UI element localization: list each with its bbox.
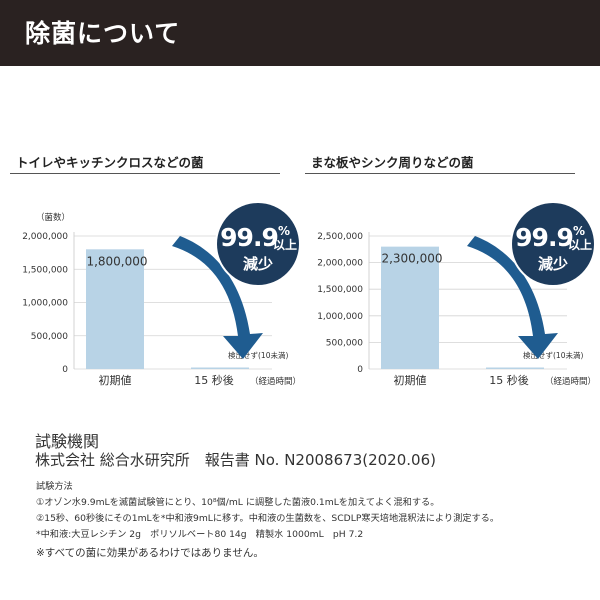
badge-word: 減少 bbox=[538, 255, 568, 273]
y-tick-label: 500,000 bbox=[326, 338, 363, 348]
y-tick-label: 500,000 bbox=[31, 332, 68, 342]
page-title: 除菌について bbox=[25, 19, 181, 48]
bar bbox=[191, 367, 249, 369]
y-tick-label: 2,000,000 bbox=[22, 232, 68, 242]
badge-suffix: 以上 bbox=[273, 237, 297, 252]
bar-value-label: 1,800,000 bbox=[86, 254, 147, 268]
x-category-label: 15 秒後 bbox=[194, 373, 234, 387]
bar bbox=[381, 246, 439, 369]
y-unit-label: （菌数） bbox=[36, 212, 70, 223]
y-tick-label: 1,000,000 bbox=[317, 312, 363, 322]
x-axis-note: （経過時間） bbox=[545, 376, 596, 387]
bar bbox=[486, 367, 544, 369]
x-category-label: 初期値 bbox=[99, 373, 132, 387]
lab-title: 試験機関 bbox=[35, 432, 100, 451]
chart-heading: まな板やシンク周りなどの菌 bbox=[305, 150, 575, 174]
header-bar: 除菌について bbox=[0, 0, 600, 66]
chart-heading: トイレやキッチンクロスなどの菌 bbox=[10, 150, 280, 174]
method-line-2: ②15秒、60秒後にその1mLを*中和液9mLに移す。中和液の生菌数を、SCDL… bbox=[36, 513, 500, 524]
bar-value-label: 2,300,000 bbox=[381, 252, 442, 266]
bar bbox=[86, 249, 144, 369]
method-title: 試験方法 bbox=[36, 481, 73, 492]
not-detected-label: 検出せず(10未満) bbox=[228, 350, 288, 360]
badge-percent: % bbox=[278, 224, 290, 238]
chart-panel-cloth: トイレやキッチンクロスなどの菌 （菌数） 2,000,000 1,500,000 1,… bbox=[10, 150, 301, 400]
y-tick-label: 1,500,000 bbox=[22, 265, 68, 275]
method-line-3: *中和液:大豆レシチン 2g ポリソルベート80 14g 精製水 1000mL … bbox=[36, 529, 364, 540]
y-tick-label: 1,000,000 bbox=[22, 299, 68, 309]
y-tick-label: 2,500,000 bbox=[317, 232, 363, 242]
method-section: 試験方法 ①オゾン水9.9mLを滅菌試験管にとり、10⁸個/mL に調整した菌液… bbox=[36, 479, 586, 543]
badge-percent: % bbox=[573, 224, 585, 238]
bar-chart-cloth: （菌数） 2,000,000 1,500,000 1,000,000 500,000 0 1… bbox=[22, 201, 301, 387]
y-tick-label: 2,000,000 bbox=[317, 259, 363, 269]
badge-number: 99.9 bbox=[515, 223, 573, 252]
x-category-label: 15 秒後 bbox=[489, 373, 529, 387]
curved-arrow bbox=[172, 236, 263, 359]
chart-title: トイレやキッチンクロスなどの菌 bbox=[16, 155, 204, 170]
reduction-badge bbox=[512, 203, 594, 285]
bar-chart-board: 2,500,000 2,000,000 1,500,000 1,000,000 500,… bbox=[317, 201, 596, 387]
x-axis-note: （経過時間） bbox=[250, 376, 301, 387]
badge-number: 99.9 bbox=[220, 223, 278, 252]
badge-word: 減少 bbox=[243, 255, 273, 273]
disclaimer-footnote: ※すべての菌に効果があるわけではありません。 bbox=[36, 547, 264, 559]
method-line-1: ①オゾン水9.9mLを滅菌試験管にとり、10⁸個/mL に調整した菌液0.1mL… bbox=[36, 497, 440, 508]
chart-panel-board: まな板やシンク周りなどの菌 2,500,000 2,000,000 1,500,00… bbox=[305, 150, 596, 400]
y-tick-label: 1,500,000 bbox=[317, 285, 363, 295]
curved-arrow bbox=[467, 236, 558, 359]
x-category-label: 初期値 bbox=[394, 373, 427, 387]
badge-suffix: 以上 bbox=[568, 237, 592, 252]
y-tick-label: 0 bbox=[62, 365, 68, 375]
y-tick-label: 0 bbox=[357, 365, 363, 375]
chart-title: まな板やシンク周りなどの菌 bbox=[311, 155, 474, 170]
not-detected-label: 検出せず(10未満) bbox=[523, 350, 583, 360]
reduction-badge bbox=[217, 203, 299, 285]
lab-detail: 株式会社 総合水研究所 報告書 No. N2008673(2020.06) bbox=[35, 451, 436, 469]
